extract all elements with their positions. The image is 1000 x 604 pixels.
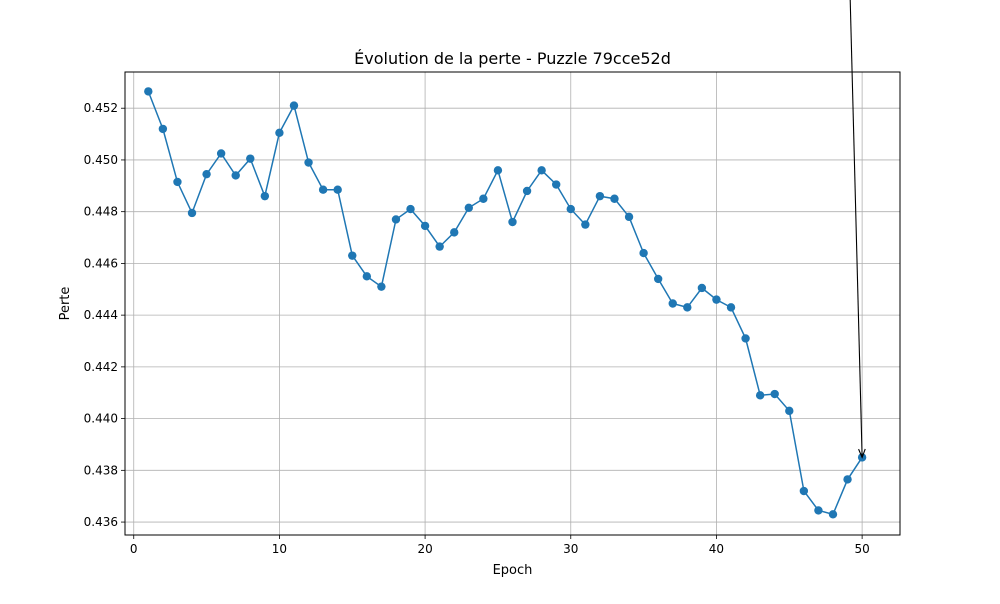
y-axis-label: Perte (58, 287, 73, 321)
data-point (144, 87, 153, 96)
data-point (333, 185, 342, 194)
y-tick-label: 0.450 (84, 153, 118, 167)
data-point (843, 475, 852, 484)
data-point (581, 220, 590, 229)
data-point (216, 149, 226, 158)
y-tick-label: 0.448 (84, 205, 118, 219)
y-tick-label: 0.440 (84, 412, 118, 426)
data-point (479, 194, 488, 203)
data-point (770, 389, 779, 399)
y-tick-label: 0.438 (84, 463, 118, 477)
data-point (683, 303, 692, 312)
data-point (741, 334, 750, 343)
data-point (828, 510, 838, 519)
data-point (275, 128, 284, 137)
data-point (814, 506, 823, 515)
y-tick-label: 0.446 (84, 256, 118, 270)
data-point (508, 217, 517, 227)
data-point (304, 158, 313, 167)
data-point (785, 406, 794, 416)
data-point (318, 185, 328, 194)
data-point (187, 208, 197, 218)
data-point (289, 101, 299, 110)
grid-layer (125, 72, 900, 535)
x-tick-label: 10 (272, 542, 287, 556)
data-point (552, 180, 561, 189)
x-tick-label: 0 (130, 542, 138, 556)
data-point (464, 203, 473, 212)
x-tick-label: 40 (709, 542, 724, 556)
data-point (246, 154, 255, 163)
data-point (566, 204, 575, 214)
y-tick-label: 0.436 (84, 515, 118, 529)
x-axis-label: Epoch (493, 563, 533, 578)
data-point (755, 391, 765, 400)
data-point (726, 303, 736, 312)
annotation-arrow-line (849, 0, 863, 458)
x-tick-label: 30 (563, 542, 578, 556)
data-point (639, 248, 648, 258)
loss-series-line (147, 91, 863, 516)
data-point (493, 166, 503, 175)
data-point (610, 194, 619, 203)
annotation-arrow-head (858, 448, 866, 459)
data-point (231, 171, 240, 180)
plot-frame (124, 71, 901, 536)
data-point (377, 282, 386, 291)
data-point (697, 283, 707, 293)
data-point (712, 295, 721, 304)
annotation-layer (849, 0, 866, 459)
y-tick-label: 0.442 (84, 360, 118, 374)
data-point (668, 299, 677, 308)
y-tick-label: 0.444 (84, 308, 118, 322)
series-layer (144, 87, 867, 519)
axis-layer: 0 10 20 30 40 50 0.436 0.438 0.440 0.442 0.444 0.44… (84, 101, 870, 556)
data-point (799, 486, 809, 496)
data-point (537, 166, 546, 175)
chart-title: Évolution de la perte - Puzzle 79cce52d (354, 49, 671, 68)
y-tick-label: 0.452 (84, 101, 118, 115)
data-point (173, 177, 182, 187)
data-point (158, 124, 168, 134)
data-point (391, 215, 401, 224)
data-point (202, 169, 211, 179)
data-point (653, 274, 663, 284)
data-point (522, 186, 532, 196)
data-point (348, 251, 357, 260)
data-point (435, 242, 444, 251)
data-point (260, 191, 270, 201)
data-point (595, 191, 605, 201)
data-point (624, 212, 634, 222)
x-tick-label: 50 (854, 542, 869, 556)
x-tick-label: 20 (417, 542, 432, 556)
data-point (362, 272, 372, 281)
data-point (406, 204, 415, 214)
data-point (420, 221, 430, 231)
data-point (450, 228, 459, 237)
